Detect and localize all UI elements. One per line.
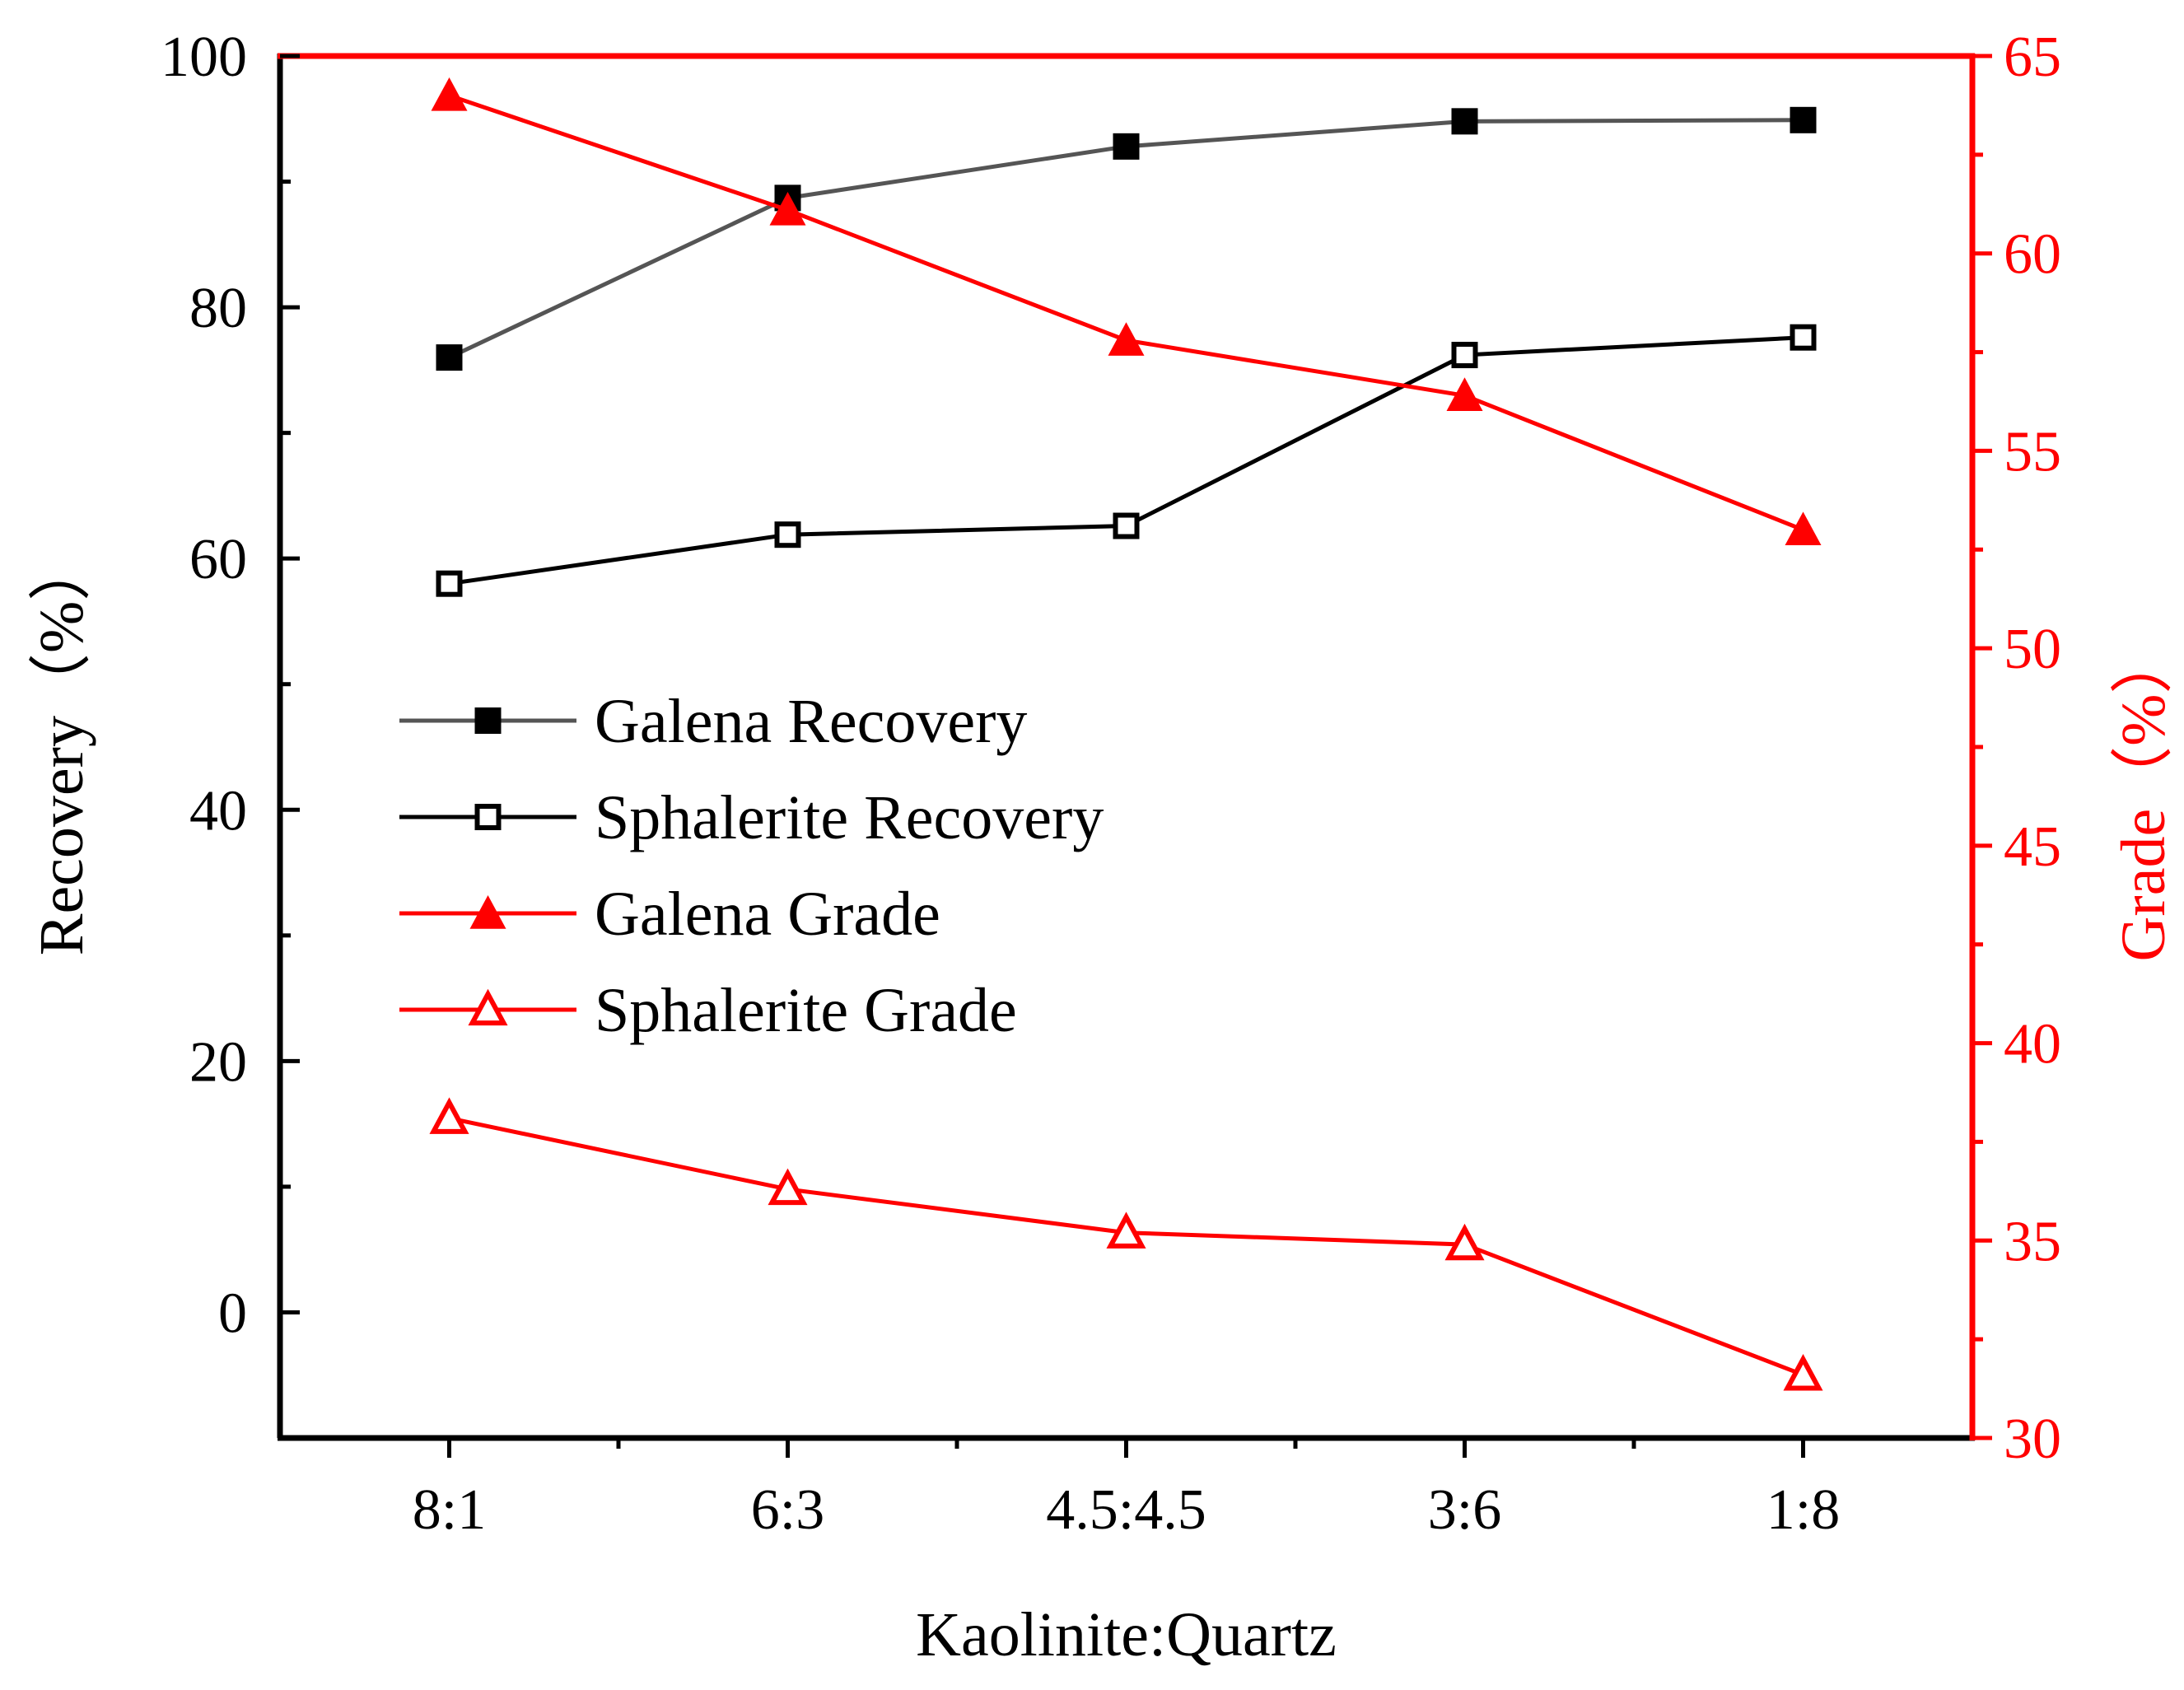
x-tick-label: 6:3 <box>751 1478 824 1542</box>
legend: Galena Recovery Sphalerite Recovery Galena… <box>399 687 1104 1045</box>
legend-marker <box>469 895 506 929</box>
x-tick-label: 4.5:4.5 <box>1046 1478 1206 1542</box>
right-y-tick-label: 35 <box>2004 1210 2061 1273</box>
right-y-tick-label: 50 <box>2004 618 2061 681</box>
data-point-galena-grade <box>769 191 806 226</box>
legend-marker <box>468 988 508 1026</box>
series-line-sphalerite-recovery <box>449 335 1804 586</box>
legend-label: Galena Grade <box>595 880 940 949</box>
data-point-sphalerite-recovery <box>774 521 801 549</box>
data-point-sphalerite-recovery <box>1790 324 1817 351</box>
data-point-galena-recovery <box>1451 108 1478 135</box>
data-point-sphalerite-recovery <box>1451 342 1478 369</box>
right-y-tick-label: 55 <box>2004 420 2061 483</box>
data-point-sphalerite-recovery <box>1113 512 1140 539</box>
series-sphalerite-recovery <box>436 324 1817 597</box>
data-point-sphalerite-grade <box>1106 1211 1146 1249</box>
data-point-galena-recovery <box>436 344 463 371</box>
left-y-tick-label: 100 <box>161 26 247 89</box>
right-y-tick-label: 60 <box>2004 223 2061 287</box>
legend-item-sphalerite-grade: Sphalerite Grade <box>399 976 1017 1045</box>
left-y-tick-label: 0 <box>218 1282 247 1345</box>
x-tick-label: 8:1 <box>413 1478 486 1542</box>
left-y-tick-label: 80 <box>189 277 247 340</box>
axes-layer: 0 20 40 60 80 100 30 35 40 45 50 55 60 65 8:1 6:3 4.5:4.… <box>27 26 2178 1669</box>
series-sphalerite-grade <box>429 1097 1823 1391</box>
data-point-galena-recovery <box>1113 133 1140 160</box>
data-point-sphalerite-recovery <box>436 570 463 597</box>
legend-item-galena-grade: Galena Grade <box>399 880 940 949</box>
legend-item-galena-recovery: Galena Recovery <box>399 687 1027 756</box>
x-tick-label: 1:8 <box>1766 1478 1840 1542</box>
legend-label: Sphalerite Recovery <box>595 783 1104 852</box>
x-tick-label: 3:6 <box>1428 1478 1501 1542</box>
series-line-galena-grade <box>448 93 1804 532</box>
legend-item-sphalerite-recovery: Sphalerite Recovery <box>399 783 1104 852</box>
left-y-tick-label: 20 <box>189 1030 247 1094</box>
right-y-tick-label: 65 <box>2004 26 2061 89</box>
series-galena-grade <box>431 77 1822 546</box>
legend-label: Galena Recovery <box>595 687 1027 756</box>
data-point-sphalerite-grade <box>1783 1353 1823 1391</box>
data-point-galena-grade <box>1446 377 1483 412</box>
series-layer <box>429 77 1823 1391</box>
x-axis-title: Kaolinite:Quartz <box>916 1600 1337 1669</box>
data-point-sphalerite-grade <box>768 1168 808 1206</box>
legend-marker <box>474 804 502 830</box>
right-y-tick-label: 30 <box>2004 1408 2061 1471</box>
data-point-sphalerite-grade <box>429 1097 469 1134</box>
series-galena-recovery <box>436 106 1817 371</box>
data-point-galena-grade <box>1108 322 1145 356</box>
legend-label: Sphalerite Grade <box>595 976 1017 1045</box>
left-y-axis-title: Recovery（%） <box>27 539 96 956</box>
right-y-tick-label: 40 <box>2004 1013 2061 1076</box>
right-y-tick-label: 45 <box>2004 815 2061 879</box>
data-point-sphalerite-grade <box>1444 1223 1485 1261</box>
legend-marker <box>474 707 502 734</box>
left-y-tick-label: 40 <box>189 779 247 843</box>
data-point-galena-grade <box>1785 511 1822 546</box>
data-point-galena-grade <box>431 77 468 111</box>
right-y-axis-title: Grade（%） <box>2109 632 2178 962</box>
left-y-tick-label: 60 <box>189 528 247 591</box>
data-point-galena-recovery <box>1790 106 1817 133</box>
